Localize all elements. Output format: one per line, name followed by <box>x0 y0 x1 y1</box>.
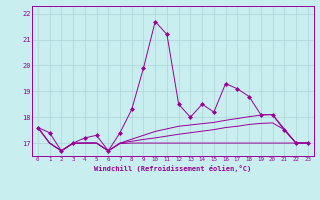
X-axis label: Windchill (Refroidissement éolien,°C): Windchill (Refroidissement éolien,°C) <box>94 165 252 172</box>
